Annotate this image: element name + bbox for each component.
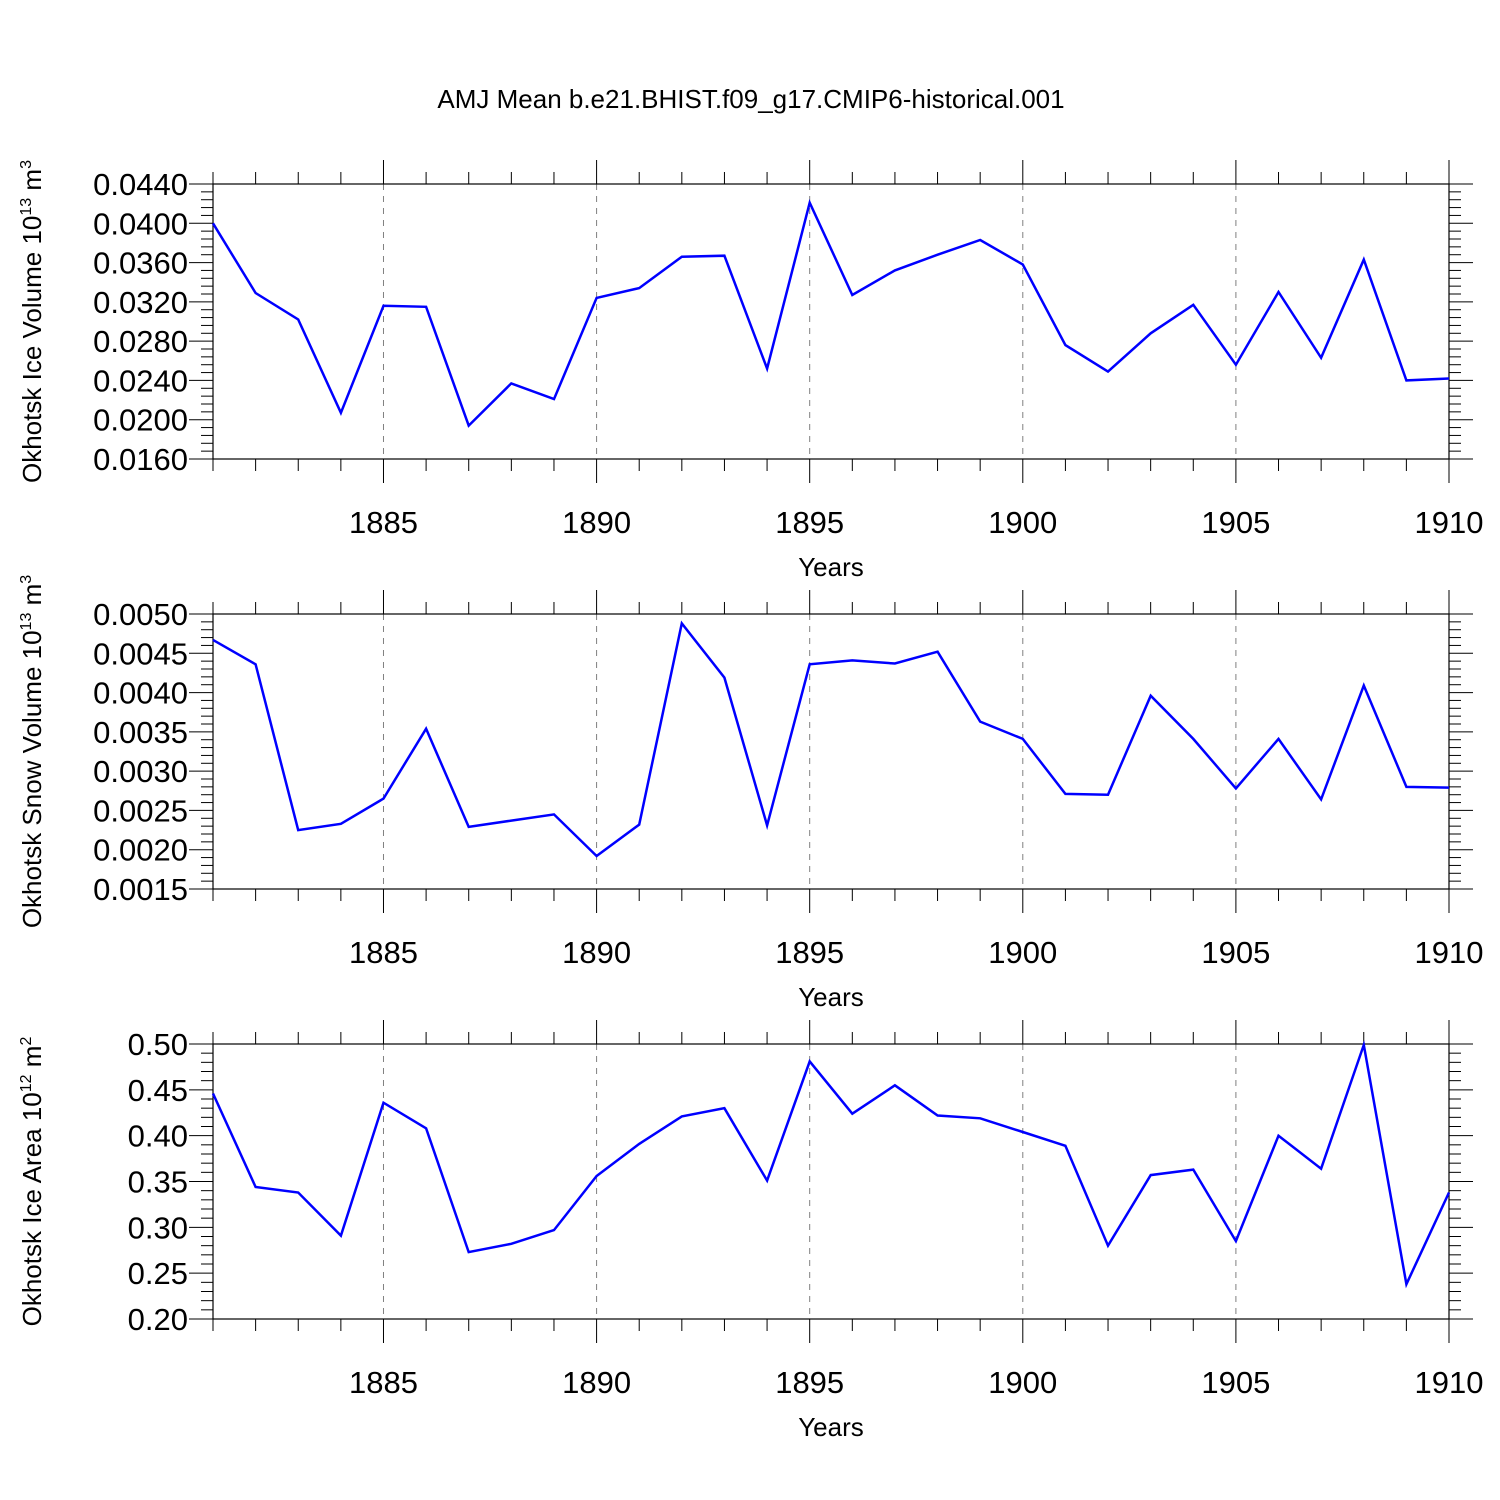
- chart-panel-1: 0.0160 0.0200 0.0240 0.0280 0.0320 0.0360 0.04…: [7, 160, 1484, 582]
- x-tick-label: 1910: [1415, 505, 1484, 540]
- x-tick-label: 1900: [988, 935, 1057, 970]
- plot-frame: [212, 613, 1450, 890]
- y-axis-unit-base: 10: [17, 630, 47, 659]
- y-tick-label: 0.0440: [93, 167, 188, 202]
- x-tick-label: 1910: [1415, 1365, 1484, 1400]
- y-tick-label: 0.40: [128, 1119, 188, 1154]
- y-tick-label: 0.0020: [93, 833, 188, 868]
- x-tick-label: 1905: [1201, 505, 1270, 540]
- y-axis-label-space: [7, 605, 37, 612]
- chart-panel-2: 0.0015 0.0020 0.0025 0.0030 0.0035 0.0040 0.00…: [7, 575, 1484, 1012]
- x-tick-label: 1895: [775, 935, 844, 970]
- x-axis-label: Years: [798, 982, 864, 1012]
- x-tick-label: 1890: [562, 935, 631, 970]
- y-axis-unit-exponent: 13: [18, 613, 35, 631]
- y-axis-unit-base: 10: [17, 1092, 47, 1121]
- y-axis-unit-base: 10: [17, 216, 47, 245]
- chart-panel-3: 0.20 0.25 0.30 0.35 0.40 0.45 0.50 1885 1890 1895…: [7, 1020, 1484, 1442]
- y-tick-label: 0.0040: [93, 676, 188, 711]
- y-tick-label: 0.25: [128, 1256, 188, 1291]
- x-tick-label: 1895: [775, 1365, 844, 1400]
- x-tick-label: 1900: [988, 1365, 1057, 1400]
- figure-title: AMJ Mean b.e21.BHIST.f09_g17.CMIP6-histo…: [437, 84, 1064, 114]
- y-tick-label: 0.0160: [93, 442, 188, 477]
- y-axis-label-text: Okhotsk Ice Volume: [17, 252, 47, 483]
- x-tick-label: 1895: [775, 505, 844, 540]
- y-tick-label: 0.0025: [93, 793, 188, 828]
- y-tick-label: 0.45: [128, 1073, 188, 1108]
- y-tick-label: 0.0045: [93, 636, 188, 671]
- y-axis-label: Okhotsk Snow Volume 1013 m3: [7, 575, 47, 928]
- y-tick-label: 0.35: [128, 1165, 188, 1200]
- y-axis-label-space: [7, 1067, 37, 1074]
- data-series-line: [212, 620, 1450, 858]
- y-axis-unit-power: 2: [18, 1037, 35, 1046]
- y-axis-label-space: [17, 1121, 47, 1128]
- x-tick-label: 1910: [1415, 935, 1484, 970]
- y-tick-label: 0.0400: [93, 206, 188, 241]
- y-tick-label: 0.30: [128, 1210, 188, 1245]
- y-tick-label: 0.50: [128, 1027, 188, 1062]
- y-axis-unit-symbol: m: [17, 584, 47, 606]
- x-tick-label: 1885: [349, 1365, 418, 1400]
- y-axis-unit-symbol: m: [17, 1046, 47, 1068]
- plot-frame: [212, 183, 1450, 460]
- x-tick-label: 1905: [1201, 1365, 1270, 1400]
- y-axis-label-text: Okhotsk Ice Area: [17, 1128, 47, 1327]
- y-tick-label: 0.0030: [93, 754, 188, 789]
- y-axis-unit-symbol: m: [17, 169, 47, 191]
- y-axis-label-space: [17, 659, 47, 666]
- data-series-line: [211, 198, 1450, 428]
- data-series-line: [211, 1039, 1451, 1289]
- x-tick-label: 1905: [1201, 935, 1270, 970]
- y-tick-label: 0.0360: [93, 246, 188, 281]
- y-tick-label: 0.0320: [93, 285, 188, 320]
- y-axis-unit-exponent: 12: [18, 1074, 35, 1092]
- y-axis-label-space: [17, 245, 47, 252]
- x-tick-label: 1890: [562, 505, 631, 540]
- y-tick-label: 0.0240: [93, 363, 188, 398]
- panels: 0.0160 0.0200 0.0240 0.0280 0.0320 0.0360 0.04…: [7, 160, 1484, 1442]
- y-tick-label: 0.0200: [93, 403, 188, 438]
- y-axis-label-text: Okhotsk Snow Volume: [17, 667, 47, 929]
- y-axis-unit-power: 3: [18, 160, 35, 169]
- x-tick-label: 1890: [562, 1365, 631, 1400]
- y-tick-label: 0.0280: [93, 324, 188, 359]
- plot-frame: [212, 1043, 1450, 1320]
- y-tick-label: 0.0035: [93, 715, 188, 750]
- y-axis-unit-power: 3: [18, 575, 35, 584]
- x-tick-label: 1900: [988, 505, 1057, 540]
- x-tick-label: 1885: [349, 505, 418, 540]
- x-tick-label: 1885: [349, 935, 418, 970]
- y-axis-unit-exponent: 13: [18, 198, 35, 216]
- y-tick-label: 0.0050: [93, 597, 188, 632]
- y-tick-label: 0.20: [128, 1302, 188, 1337]
- x-axis-label: Years: [798, 1412, 864, 1442]
- y-tick-label: 0.0015: [93, 872, 188, 907]
- y-axis-label: Okhotsk Ice Volume 1013 m3: [7, 160, 47, 483]
- x-axis-label: Years: [798, 552, 864, 582]
- y-axis-label-space: [7, 191, 37, 198]
- y-axis-label: Okhotsk Ice Area 1012 m2: [7, 1037, 47, 1327]
